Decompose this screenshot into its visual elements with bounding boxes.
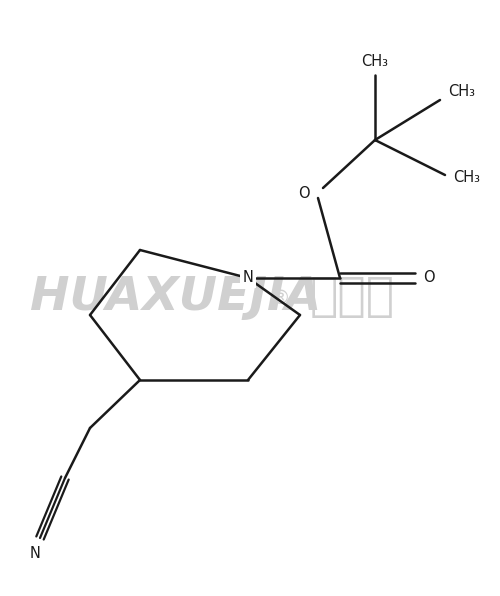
- Text: N: N: [30, 545, 40, 560]
- Text: O: O: [298, 185, 310, 200]
- Text: ®: ®: [270, 288, 289, 308]
- Text: N: N: [242, 271, 254, 285]
- Text: CH₃: CH₃: [362, 54, 388, 69]
- Text: N: N: [30, 545, 40, 560]
- Text: CH₃: CH₃: [448, 85, 475, 100]
- Text: O: O: [298, 185, 310, 200]
- Text: CH₃: CH₃: [362, 54, 388, 69]
- Text: CH₃: CH₃: [454, 169, 480, 185]
- Text: CH₃: CH₃: [454, 169, 480, 185]
- Text: O: O: [423, 271, 435, 285]
- Text: 化学加: 化学加: [310, 275, 395, 321]
- Text: CH₃: CH₃: [448, 85, 475, 100]
- Text: N: N: [242, 271, 254, 285]
- Text: HUAXUEJIA: HUAXUEJIA: [30, 275, 321, 321]
- Text: O: O: [423, 271, 435, 285]
